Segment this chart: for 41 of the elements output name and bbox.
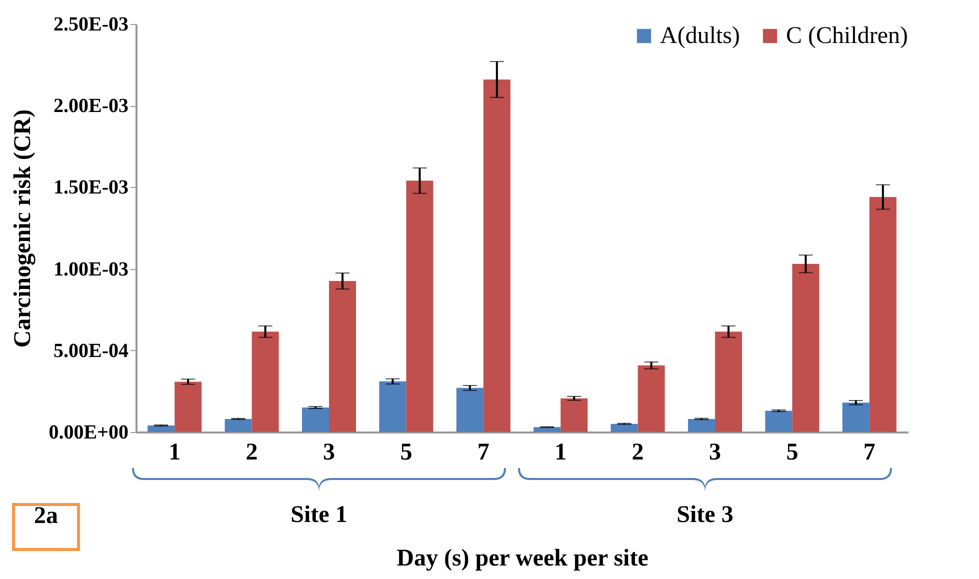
x-tick-label: 2 [632, 440, 644, 466]
x-tick-label: 3 [709, 440, 721, 466]
bar [174, 382, 202, 432]
bar [715, 332, 742, 432]
bar [688, 418, 715, 432]
y-tick-label: 2.50E-03 [54, 14, 128, 36]
bar [842, 402, 870, 432]
y-axis-title: Carcinogenic risk (CR) [10, 109, 36, 348]
x-tick-label: 1 [554, 440, 567, 466]
bar [379, 381, 406, 432]
bar [302, 408, 329, 432]
bar [224, 418, 252, 432]
y-tick-label: 2.00E-03 [54, 95, 128, 118]
text: Site 1 [290, 502, 348, 528]
bar [792, 264, 820, 432]
bar [765, 410, 792, 432]
x-axis-title: Day (s) per week per site [396, 546, 649, 572]
x-tick-label: 1 [168, 440, 181, 466]
y-tick-label: 0.00E+00 [48, 422, 128, 444]
legend-label: A(dults) [660, 23, 740, 49]
bar [483, 79, 510, 432]
x-tick-label: 5 [786, 440, 798, 466]
bar [406, 180, 434, 432]
x-tick-label: 3 [323, 440, 335, 466]
bar [456, 388, 484, 432]
x-tick-label: 2 [246, 440, 258, 466]
y-tick-label: 1.50E-03 [54, 176, 128, 199]
y-tick-label: 1.00E-03 [54, 258, 128, 280]
bar [252, 332, 279, 432]
bar [638, 365, 665, 432]
y-tick-label: 5.00E-04 [54, 340, 128, 362]
bar [560, 398, 588, 432]
bar [869, 196, 896, 432]
bar [329, 281, 356, 432]
text: Site 3 [676, 502, 734, 528]
x-tick-label: 7 [863, 440, 876, 466]
x-tick-label: 5 [400, 440, 412, 466]
legend-label: C (Children) [786, 23, 908, 49]
bar [148, 425, 175, 432]
bar [610, 424, 638, 432]
x-tick-label: 7 [477, 440, 490, 466]
